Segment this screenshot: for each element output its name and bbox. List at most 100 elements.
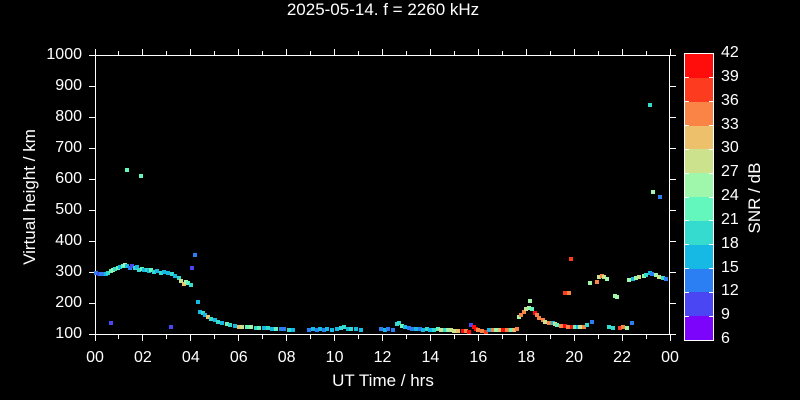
data-point xyxy=(585,323,590,327)
colorbar-tick-label: 6 xyxy=(721,330,730,347)
x-axis-tick xyxy=(238,335,240,341)
colorbar-segment xyxy=(685,77,713,103)
data-point xyxy=(132,266,137,271)
y-axis-tick xyxy=(89,333,95,335)
x-axis-minor-tick xyxy=(597,51,599,55)
colorbar-tick xyxy=(685,148,689,150)
data-point xyxy=(168,324,173,329)
colorbar-tick xyxy=(685,268,689,269)
x-axis-tick xyxy=(238,49,240,55)
x-axis-tick xyxy=(525,335,527,341)
x-axis-tick xyxy=(286,49,288,55)
data-point xyxy=(627,278,632,283)
x-tick-label: 08 xyxy=(277,349,296,366)
colorbar-tick xyxy=(685,77,689,79)
x-tick-label: 02 xyxy=(134,349,152,366)
data-point xyxy=(125,168,130,173)
data-point xyxy=(216,319,221,324)
data-point xyxy=(270,326,275,331)
data-point xyxy=(641,274,646,279)
data-point xyxy=(464,328,469,333)
data-point xyxy=(176,275,181,280)
data-point xyxy=(479,328,484,333)
data-point xyxy=(273,326,278,331)
colorbar-axis-label: SNR / dB xyxy=(745,162,764,234)
colorbar-segment xyxy=(685,197,713,222)
x-axis-label: UT Time / hrs xyxy=(332,371,434,390)
x-tick-label: 16 xyxy=(469,349,488,366)
y-axis-tick xyxy=(89,54,95,56)
data-point xyxy=(200,311,205,316)
data-point xyxy=(524,307,529,312)
data-point xyxy=(573,325,578,330)
data-point xyxy=(106,270,111,275)
colorbar-tick-label: 15 xyxy=(721,258,739,276)
data-point xyxy=(179,278,184,283)
data-point xyxy=(452,328,457,333)
data-point xyxy=(602,275,607,280)
data-point xyxy=(473,326,478,331)
data-point xyxy=(321,327,326,332)
x-axis-tick xyxy=(94,335,96,341)
x-tick-label: 06 xyxy=(229,349,248,366)
data-point xyxy=(257,326,262,331)
y-axis-tick xyxy=(670,333,676,335)
data-point xyxy=(96,271,101,276)
data-point xyxy=(497,328,502,333)
data-point xyxy=(594,279,599,284)
colorbar-tick xyxy=(685,315,689,317)
data-point xyxy=(209,316,214,321)
data-point xyxy=(108,269,113,274)
data-point xyxy=(599,274,604,279)
data-point xyxy=(233,323,238,328)
data-point xyxy=(94,270,99,275)
data-point xyxy=(403,324,408,329)
data-point xyxy=(604,276,609,281)
x-axis-minor-tick xyxy=(501,335,503,339)
data-point xyxy=(198,309,203,314)
data-point xyxy=(530,307,535,312)
x-axis-minor-tick xyxy=(262,335,264,339)
y-tick-label: 300 xyxy=(55,263,82,280)
data-point xyxy=(406,326,411,331)
data-point xyxy=(338,326,343,331)
y-tick-label: 100 xyxy=(55,325,82,342)
data-point xyxy=(394,322,399,327)
x-axis-minor-tick xyxy=(453,335,455,339)
colorbar-tick-label: 24 xyxy=(721,187,739,204)
data-point xyxy=(166,271,171,276)
data-point xyxy=(149,268,154,273)
y-tick-label: 400 xyxy=(55,232,82,249)
data-point xyxy=(562,290,567,295)
data-point xyxy=(501,327,506,332)
x-tick-label: 10 xyxy=(325,349,344,366)
data-point xyxy=(553,322,557,327)
data-point xyxy=(514,327,519,332)
data-point xyxy=(547,320,551,325)
x-axis-minor-tick xyxy=(645,51,647,55)
data-point xyxy=(439,327,444,332)
data-point xyxy=(460,329,465,334)
colorbar-segment xyxy=(685,268,713,293)
data-point xyxy=(567,291,572,296)
colorbar-tick-label: 12 xyxy=(721,282,739,300)
data-point xyxy=(421,327,426,332)
x-tick-label: 00 xyxy=(661,349,679,366)
colorbar-tick xyxy=(709,315,713,317)
y-tick-label: 900 xyxy=(55,77,82,94)
y-axis-tick xyxy=(670,147,676,149)
data-point xyxy=(651,190,656,195)
x-axis-minor-tick xyxy=(118,51,120,55)
data-point xyxy=(617,326,622,331)
x-axis-minor-tick xyxy=(214,335,216,339)
colorbar-tick-label: 39 xyxy=(721,67,739,85)
colorbar-segment xyxy=(685,125,713,150)
data-point xyxy=(562,324,567,329)
data-point xyxy=(612,293,617,298)
x-axis-minor-tick xyxy=(358,335,360,339)
data-point xyxy=(566,324,571,329)
y-tick-label: 200 xyxy=(55,294,82,311)
data-point xyxy=(664,276,669,281)
data-point xyxy=(558,323,563,328)
colorbar-tick xyxy=(709,244,713,246)
